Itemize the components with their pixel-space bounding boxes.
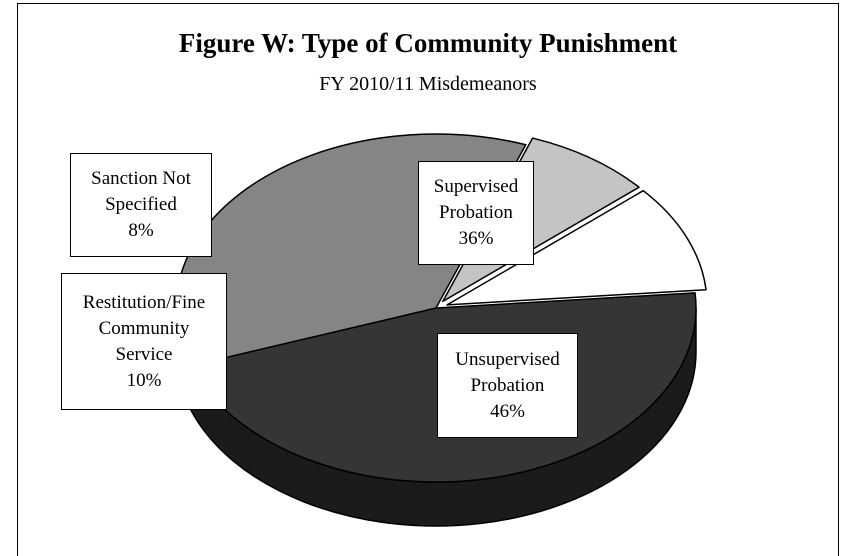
chart-title: Figure W: Type of Community Punishment — [178, 28, 678, 58]
slice-label-sanction-not-specified: Sanction Not Specified 8% — [70, 153, 212, 257]
slice-value-label: 8% — [128, 220, 154, 241]
slice-label-line: Probation — [470, 374, 545, 396]
slice-value-label: 36% — [458, 228, 494, 249]
slice-label-unsupervised-probation: Unsupervised Probation 46% — [437, 333, 578, 438]
slice-label-line: Unsupervised — [455, 348, 560, 370]
slice-label-line: Service — [115, 343, 173, 365]
slice-label-line: Supervised — [433, 176, 519, 197]
slice-label-line: Specified — [105, 194, 177, 215]
slice-label-supervised-probation: Supervised Probation 36% — [418, 161, 534, 265]
slice-label-line: Restitution/Fine — [82, 291, 206, 313]
chart-subtitle: FY 2010/11 Misdemeanors — [319, 73, 537, 95]
slice-label-line: Sanction Not — [91, 168, 191, 189]
slice-value-label: 46% — [490, 400, 525, 422]
slice-label-restitution-fine-community-service: Restitution/Fine Community Service 10% — [61, 273, 227, 410]
slice-value-label: 10% — [126, 369, 162, 391]
pie-slice-3 — [446, 189, 707, 306]
slice-label-line: Community — [98, 317, 190, 339]
slice-label-line: Probation — [439, 202, 513, 223]
chart-frame — [17, 3, 839, 556]
